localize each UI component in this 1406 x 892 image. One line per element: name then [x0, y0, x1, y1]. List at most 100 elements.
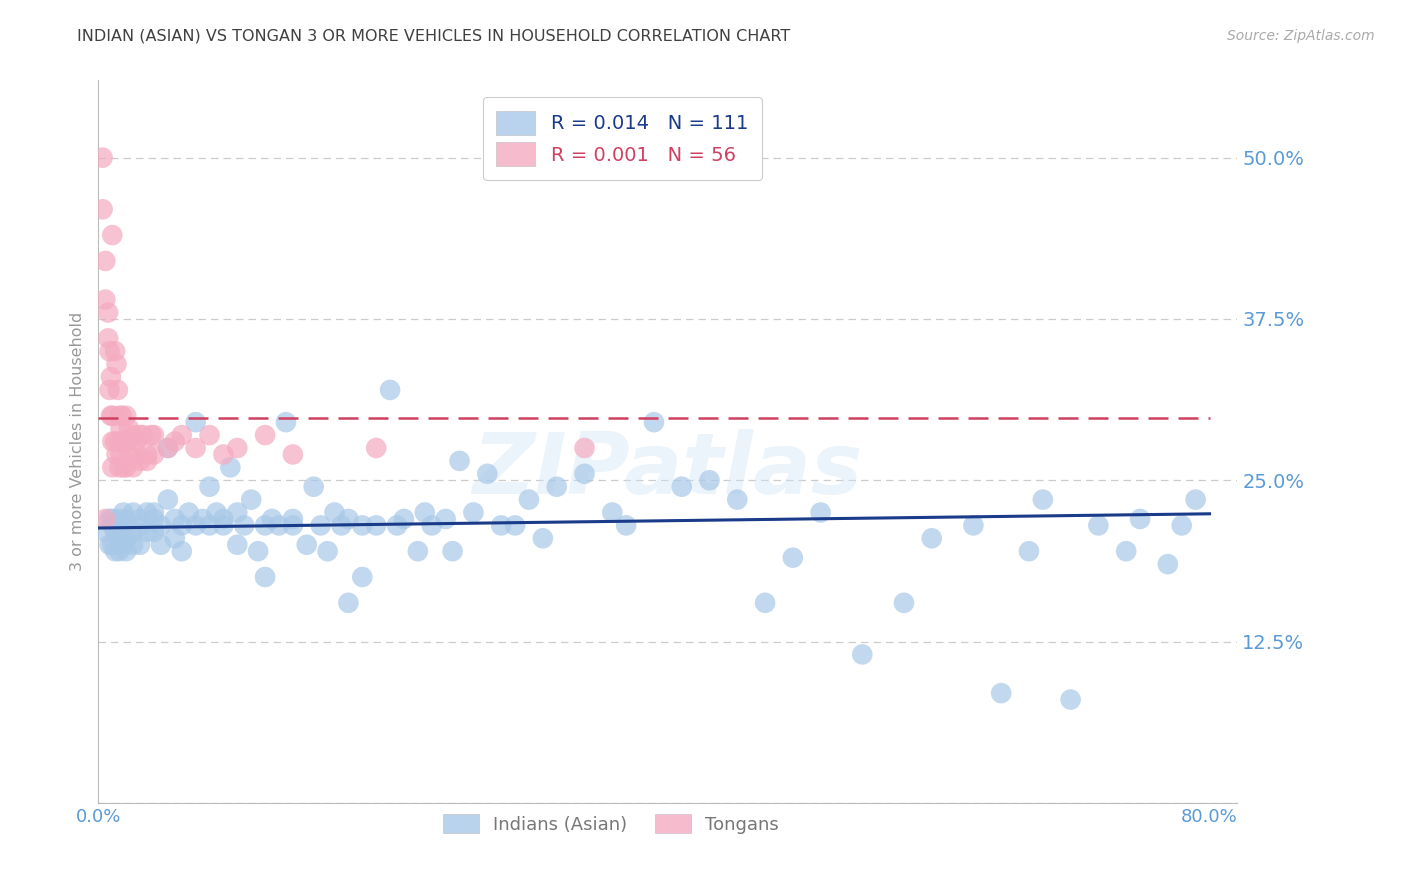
Point [115, 409, 138, 423]
Point [129, 454, 152, 468]
Point [143, 447, 166, 461]
Point [101, 228, 124, 243]
Point [574, 441, 596, 455]
Point [378, 383, 401, 397]
Point [990, 686, 1012, 700]
Point [191, 512, 214, 526]
Point [104, 434, 127, 449]
Point [108, 460, 131, 475]
Point [254, 518, 277, 533]
Point [240, 492, 263, 507]
Text: Source: ZipAtlas.com: Source: ZipAtlas.com [1227, 29, 1375, 43]
Point [184, 441, 207, 455]
Point [129, 518, 152, 533]
Point [1157, 557, 1180, 571]
Point [281, 447, 304, 461]
Point [91, 151, 114, 165]
Point [136, 524, 159, 539]
Point [105, 447, 128, 461]
Point [337, 596, 360, 610]
Point [163, 434, 186, 449]
Point [125, 434, 148, 449]
Point [643, 415, 665, 429]
Point [156, 441, 179, 455]
Point [122, 538, 145, 552]
Point [600, 506, 623, 520]
Point [104, 344, 127, 359]
Point [302, 480, 325, 494]
Point [463, 506, 485, 520]
Point [136, 447, 159, 461]
Point [115, 518, 138, 533]
Point [112, 506, 135, 520]
Point [198, 480, 221, 494]
Point [893, 596, 915, 610]
Point [546, 480, 568, 494]
Point [143, 512, 166, 526]
Point [434, 512, 457, 526]
Point [254, 570, 277, 584]
Point [184, 518, 207, 533]
Point [112, 434, 135, 449]
Point [366, 441, 388, 455]
Point [614, 518, 637, 533]
Point [233, 518, 256, 533]
Point [163, 512, 186, 526]
Point [101, 409, 124, 423]
Point [94, 293, 117, 307]
Y-axis label: 3 or more Vehicles in Household: 3 or more Vehicles in Household [69, 312, 84, 571]
Point [97, 305, 120, 319]
Point [97, 331, 120, 345]
Point [108, 538, 131, 552]
Point [962, 518, 984, 533]
Point [101, 518, 124, 533]
Point [122, 506, 145, 520]
Point [212, 518, 235, 533]
Point [115, 544, 138, 558]
Point [118, 422, 141, 436]
Point [104, 544, 127, 558]
Point [101, 460, 124, 475]
Point [94, 524, 117, 539]
Point [309, 518, 332, 533]
Point [98, 344, 121, 359]
Point [100, 409, 122, 423]
Point [110, 422, 132, 436]
Point [136, 454, 159, 468]
Point [98, 538, 121, 552]
Point [574, 467, 596, 481]
Point [101, 434, 124, 449]
Point [198, 518, 221, 533]
Point [156, 441, 179, 455]
Point [281, 512, 304, 526]
Point [671, 480, 693, 494]
Point [108, 512, 131, 526]
Point [184, 415, 207, 429]
Point [274, 415, 297, 429]
Point [247, 544, 270, 558]
Point [699, 473, 721, 487]
Point [330, 518, 353, 533]
Point [108, 544, 131, 558]
Point [413, 506, 436, 520]
Point [1129, 512, 1152, 526]
Point [295, 538, 318, 552]
Point [101, 538, 124, 552]
Point [1115, 544, 1137, 558]
Point [112, 538, 135, 552]
Point [366, 518, 388, 533]
Point [449, 454, 471, 468]
Point [170, 518, 193, 533]
Point [212, 512, 235, 526]
Point [170, 428, 193, 442]
Point [219, 460, 242, 475]
Point [226, 538, 249, 552]
Point [108, 434, 131, 449]
Point [226, 441, 249, 455]
Point [782, 550, 804, 565]
Point [754, 596, 776, 610]
Point [503, 518, 526, 533]
Point [226, 506, 249, 520]
Point [477, 467, 499, 481]
Point [129, 428, 152, 442]
